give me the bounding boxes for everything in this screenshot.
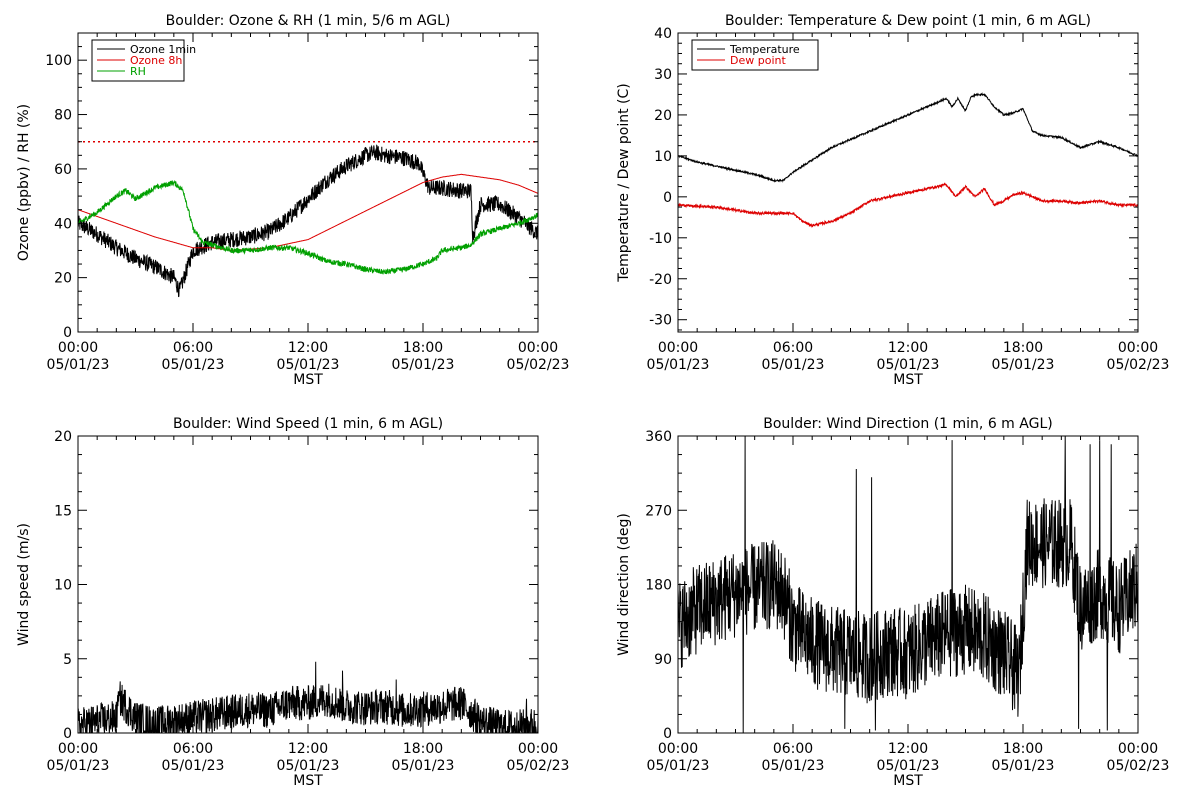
legend-label: Ozone 8h <box>130 54 182 67</box>
chart-title: Boulder: Wind Speed (1 min, 6 m AGL) <box>173 416 443 432</box>
x-tick-date: 05/01/23 <box>877 758 940 774</box>
chart-temp-dew: Boulder: Temperature & Dew point (1 min,… <box>616 13 1169 388</box>
x-tick-date: 05/01/23 <box>277 758 340 774</box>
y-tick-label: 10 <box>54 578 72 594</box>
x-tick-label: 00:00 <box>1118 340 1158 356</box>
x-axis-label: MST <box>293 372 323 388</box>
x-tick-date: 05/01/23 <box>647 357 710 373</box>
y-tick-label: -10 <box>649 231 672 247</box>
x-tick-date: 05/01/23 <box>162 758 225 774</box>
chart-ozone-rh: Boulder: Ozone & RH (1 min, 5/6 m AGL) Oz… <box>16 13 569 388</box>
chart-title: Boulder: Temperature & Dew point (1 min,… <box>725 13 1091 29</box>
x-tick-date: 05/02/23 <box>507 357 570 373</box>
y-tick-label: -20 <box>649 272 672 288</box>
x-tick-label: 18:00 <box>1003 340 1043 356</box>
y-tick-label: 360 <box>645 429 672 445</box>
x-tick-label: 00:00 <box>658 340 698 356</box>
y-tick-label: 20 <box>654 108 672 124</box>
x-tick-label: 00:00 <box>58 741 98 757</box>
x-tick-date: 05/01/23 <box>992 758 1055 774</box>
legend-label: Dew point <box>730 54 786 67</box>
chart-title: Boulder: Ozone & RH (1 min, 5/6 m AGL) <box>166 13 451 29</box>
x-tick-label: 12:00 <box>888 741 928 757</box>
y-tick-label: 100 <box>45 53 72 69</box>
series-line-ozone-8h <box>78 173 538 252</box>
legend-label: RH <box>130 65 146 78</box>
x-axis-label: MST <box>893 773 923 789</box>
x-tick-label: 12:00 <box>288 340 328 356</box>
y-tick-label: 15 <box>54 503 72 519</box>
series-line-temperature <box>678 92 1138 183</box>
y-tick-label: 0 <box>63 726 72 742</box>
y-tick-label: 20 <box>54 271 72 287</box>
x-tick-date: 05/01/23 <box>392 758 455 774</box>
x-tick-label: 06:00 <box>173 340 213 356</box>
legend-box <box>691 39 819 71</box>
x-tick-date: 05/01/23 <box>277 357 340 373</box>
y-axis-label: Wind direction (deg) <box>616 513 632 656</box>
x-tick-label: 06:00 <box>773 741 813 757</box>
series-line-ozone-1min <box>78 144 538 298</box>
x-tick-date: 05/01/23 <box>762 357 825 373</box>
x-tick-label: 18:00 <box>403 741 443 757</box>
y-tick-label: 30 <box>654 67 672 83</box>
x-tick-label: 00:00 <box>518 741 558 757</box>
series-line-data <box>78 661 538 733</box>
legend-label: Temperature <box>729 43 800 56</box>
y-tick-label: 40 <box>54 216 72 232</box>
series-line-data <box>678 436 1138 733</box>
y-tick-label: 180 <box>645 578 672 594</box>
series-line-rh <box>78 180 538 275</box>
y-tick-label: 60 <box>54 162 72 178</box>
x-tick-label: 06:00 <box>773 340 813 356</box>
y-tick-label: 0 <box>63 325 72 341</box>
x-tick-date: 05/01/23 <box>47 758 110 774</box>
series-line-dew-point <box>678 182 1138 228</box>
x-tick-date: 05/01/23 <box>762 758 825 774</box>
x-tick-label: 00:00 <box>1118 741 1158 757</box>
x-tick-label: 00:00 <box>518 340 558 356</box>
chart-wind-speed: Boulder: Wind Speed (1 min, 6 m AGL) Wind… <box>16 416 569 789</box>
y-tick-label: 40 <box>654 26 672 42</box>
y-tick-label: 5 <box>63 652 72 668</box>
y-tick-label: 0 <box>663 190 672 206</box>
x-tick-date: 05/02/23 <box>1107 357 1170 373</box>
y-tick-label: 10 <box>654 149 672 165</box>
chart-title: Boulder: Wind Direction (1 min, 6 m AGL) <box>763 416 1052 432</box>
y-tick-label: 20 <box>54 429 72 445</box>
chart-wind-dir: Boulder: Wind Direction (1 min, 6 m AGL)… <box>616 416 1169 789</box>
plot-frame <box>677 32 1139 333</box>
x-tick-date: 05/02/23 <box>1107 758 1170 774</box>
legend-label: Ozone 1min <box>130 43 196 56</box>
y-tick-label: 80 <box>54 108 72 124</box>
x-tick-date: 05/01/23 <box>877 357 940 373</box>
y-tick-label: 0 <box>663 726 672 742</box>
x-tick-label: 12:00 <box>288 741 328 757</box>
y-tick-label: 90 <box>654 652 672 668</box>
x-tick-date: 05/01/23 <box>392 357 455 373</box>
y-axis-label: Ozone (ppbv) / RH (%) <box>16 104 32 261</box>
x-tick-date: 05/01/23 <box>47 357 110 373</box>
x-tick-label: 00:00 <box>658 741 698 757</box>
x-tick-date: 05/01/23 <box>162 357 225 373</box>
y-axis-label: Temperature / Dew point (C) <box>616 83 632 282</box>
y-tick-label: 270 <box>645 503 672 519</box>
x-axis-label: MST <box>293 773 323 789</box>
x-tick-label: 12:00 <box>888 340 928 356</box>
x-tick-date: 05/02/23 <box>507 758 570 774</box>
y-axis-label: Wind speed (m/s) <box>16 523 32 646</box>
x-axis-label: MST <box>893 372 923 388</box>
x-tick-label: 18:00 <box>403 340 443 356</box>
x-tick-date: 05/01/23 <box>647 758 710 774</box>
x-tick-date: 05/01/23 <box>992 357 1055 373</box>
x-tick-label: 18:00 <box>1003 741 1043 757</box>
x-tick-label: 00:00 <box>58 340 98 356</box>
y-tick-label: -30 <box>649 313 672 329</box>
x-tick-label: 06:00 <box>173 741 213 757</box>
